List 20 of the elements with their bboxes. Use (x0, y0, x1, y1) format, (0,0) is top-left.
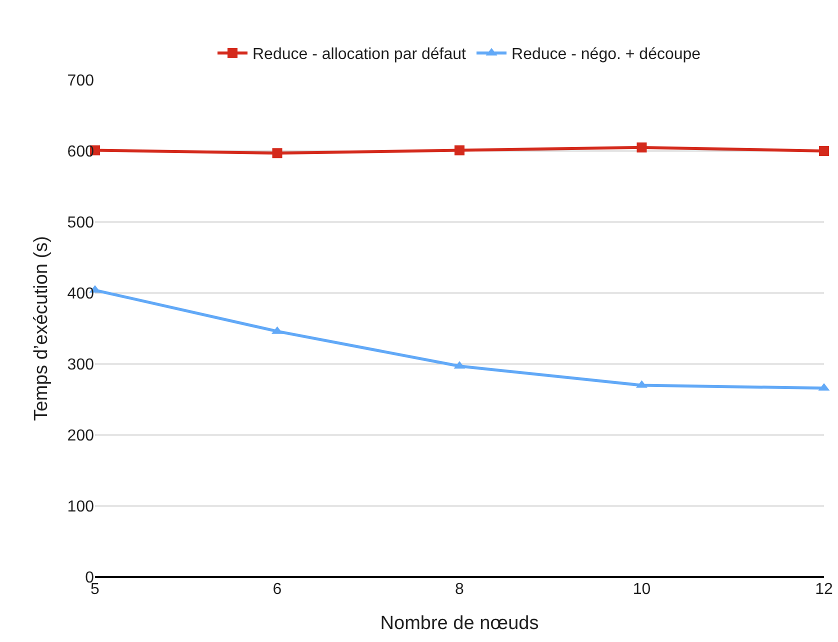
y-tick-label: 600 (67, 144, 94, 161)
point (819, 146, 829, 156)
x-axis-title: Nombre de nœuds (380, 612, 539, 634)
y-tick-label: 500 (67, 214, 94, 232)
y-tick-label: 400 (67, 286, 94, 303)
legend-label: Reduce - allocation par défaut (252, 46, 467, 64)
x-tick-label: 5 (90, 581, 100, 598)
x-tick-label: 10 (632, 581, 651, 598)
x-tick-label: 12 (815, 581, 833, 598)
x-tick-label: 6 (272, 581, 282, 598)
point (272, 148, 282, 158)
point (454, 145, 464, 156)
legend-label: Reduce - négo. + découpe (512, 46, 701, 64)
y-tick-label: 200 (67, 428, 94, 445)
x-tick-label: 8 (455, 581, 464, 598)
y-tick-label: 100 (67, 498, 94, 516)
point (636, 142, 647, 152)
y-tick-label: 700 (67, 72, 94, 90)
y-tick-label: 300 (67, 356, 94, 374)
y-axis-title: Temps d’exécution (s) (31, 236, 52, 421)
